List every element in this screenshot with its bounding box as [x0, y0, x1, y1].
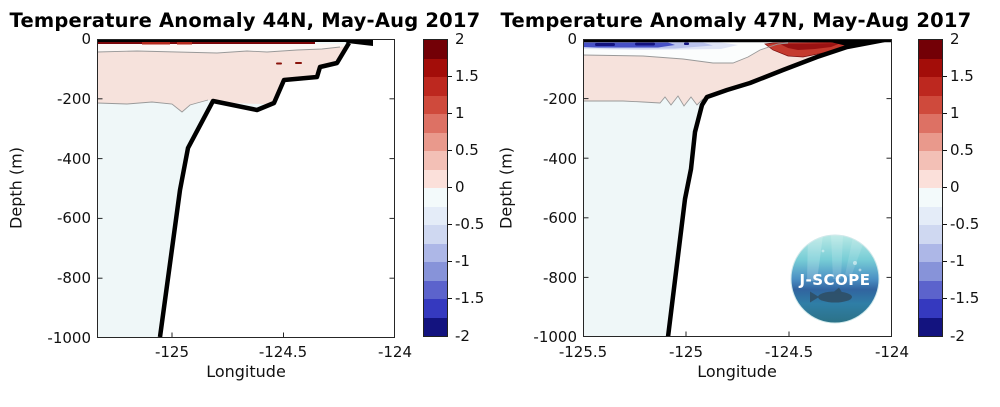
jscope-logo: J-SCOPE	[790, 234, 880, 324]
light-ray	[831, 235, 843, 279]
left-x-tick: -124	[377, 343, 413, 361]
right-x-tick: -125	[668, 343, 704, 361]
right-y-tick: -800	[542, 269, 577, 287]
left-colorbar-label: 0	[455, 178, 465, 196]
right-colorbar-label: 1.5	[950, 67, 974, 85]
right-colorbar-label: 2	[950, 30, 960, 48]
right-x-tick: -124	[874, 343, 910, 361]
colorbar-tick	[943, 187, 947, 188]
left-surface-warm-strip-bright2	[177, 42, 192, 45]
left-warm-spot-2	[295, 62, 302, 64]
left-seafloor-mask	[160, 39, 395, 337]
right-warm-patch-core	[780, 43, 841, 50]
left-coast-wedge	[341, 39, 373, 46]
right-colorbar-label: -0.5	[950, 215, 980, 233]
light-ray	[807, 235, 823, 281]
light-ray	[845, 237, 865, 277]
right-bathymetry-line	[665, 39, 885, 337]
left-contour-plot	[97, 39, 395, 338]
left-y-tick: -400	[56, 150, 91, 168]
left-y-tick: -200	[56, 90, 91, 108]
left-x-axis-label: Longitude	[206, 362, 286, 381]
left-axis-ticks	[97, 98, 395, 338]
right-cold-band-minima	[595, 42, 689, 46]
left-colorbar-label: -1	[455, 252, 470, 270]
left-colorbar-label: -0.5	[455, 215, 485, 233]
colorbar-tick	[448, 298, 452, 299]
right-y-axis-label: Depth (m)	[496, 147, 516, 229]
right-x-tick: -124.5	[764, 343, 814, 361]
left-surface-warm-strip-bright	[142, 42, 170, 45]
left-y-tick: 0	[81, 30, 91, 48]
colorbar-tick	[943, 224, 947, 225]
left-y-tick: -800	[56, 269, 91, 287]
colorbar-tick	[448, 224, 452, 225]
right-colorbar-label: 0	[950, 178, 960, 196]
colorbar-tick	[943, 298, 947, 299]
colorbar-tick	[448, 150, 452, 151]
right-y-tick: -200	[542, 90, 577, 108]
fish-silhouette	[810, 287, 852, 303]
right-x-tick: -125.5	[558, 343, 608, 361]
right-contour-plot: J-SCOPE	[583, 39, 892, 337]
right-zero-contours	[583, 42, 789, 107]
right-colorbar-label: 0.5	[950, 141, 974, 159]
jscope-logo-text: J-SCOPE	[798, 271, 870, 289]
right-colorbar-label: 1	[950, 104, 960, 122]
right-y-tick: 0	[567, 30, 577, 48]
colorbar-tick	[943, 113, 947, 114]
left-nearzero-band-fill	[97, 44, 352, 53]
left-zero-contours	[97, 46, 341, 113]
colorbar-tick	[448, 76, 452, 77]
bubble	[858, 268, 862, 272]
left-y-tick: -600	[56, 209, 91, 227]
right-y-tick: -1000	[533, 328, 577, 346]
left-panel-title: Temperature Anomaly 44N, May-Aug 2017	[9, 9, 481, 32]
left-warm-spot-1	[276, 62, 282, 65]
bubble	[853, 261, 857, 265]
colorbar-tick	[448, 261, 452, 262]
left-colorbar-label: 2	[455, 30, 465, 48]
left-y-axis-label: Depth (m)	[6, 147, 26, 229]
left-x-tick: -124.5	[258, 343, 308, 361]
colorbar-tick	[448, 187, 452, 188]
colorbar-tick	[448, 113, 452, 114]
colorbar-tick	[943, 150, 947, 151]
left-colorbar-label: -1.5	[455, 289, 485, 307]
right-y-tick: -600	[542, 209, 577, 227]
left-y-tick: -1000	[47, 329, 91, 347]
left-colorbar-label: 1	[455, 104, 465, 122]
right-colorbar	[918, 39, 943, 337]
right-y-tick: -400	[542, 150, 577, 168]
right-panel-title: Temperature Anomaly 47N, May-Aug 2017	[500, 9, 972, 32]
right-colorbar-label: -1.5	[950, 289, 980, 307]
left-colorbar-label: -2	[455, 327, 470, 345]
left-bathymetry-line	[157, 41, 351, 338]
right-axis-ticks	[583, 98, 892, 337]
left-colorbar	[423, 39, 448, 337]
right-x-axis-label: Longitude	[697, 362, 777, 381]
colorbar-tick	[943, 76, 947, 77]
left-axis-box	[97, 39, 395, 338]
left-x-tick: -125	[154, 343, 190, 361]
bubble	[821, 249, 825, 253]
colorbar-tick	[943, 261, 947, 262]
right-colorbar-label: -1	[950, 252, 965, 270]
left-colorbar-label: 0.5	[455, 141, 479, 159]
right-axis-box	[583, 39, 892, 337]
left-colorbar-label: 1.5	[455, 67, 479, 85]
right-colorbar-label: -2	[950, 327, 965, 345]
